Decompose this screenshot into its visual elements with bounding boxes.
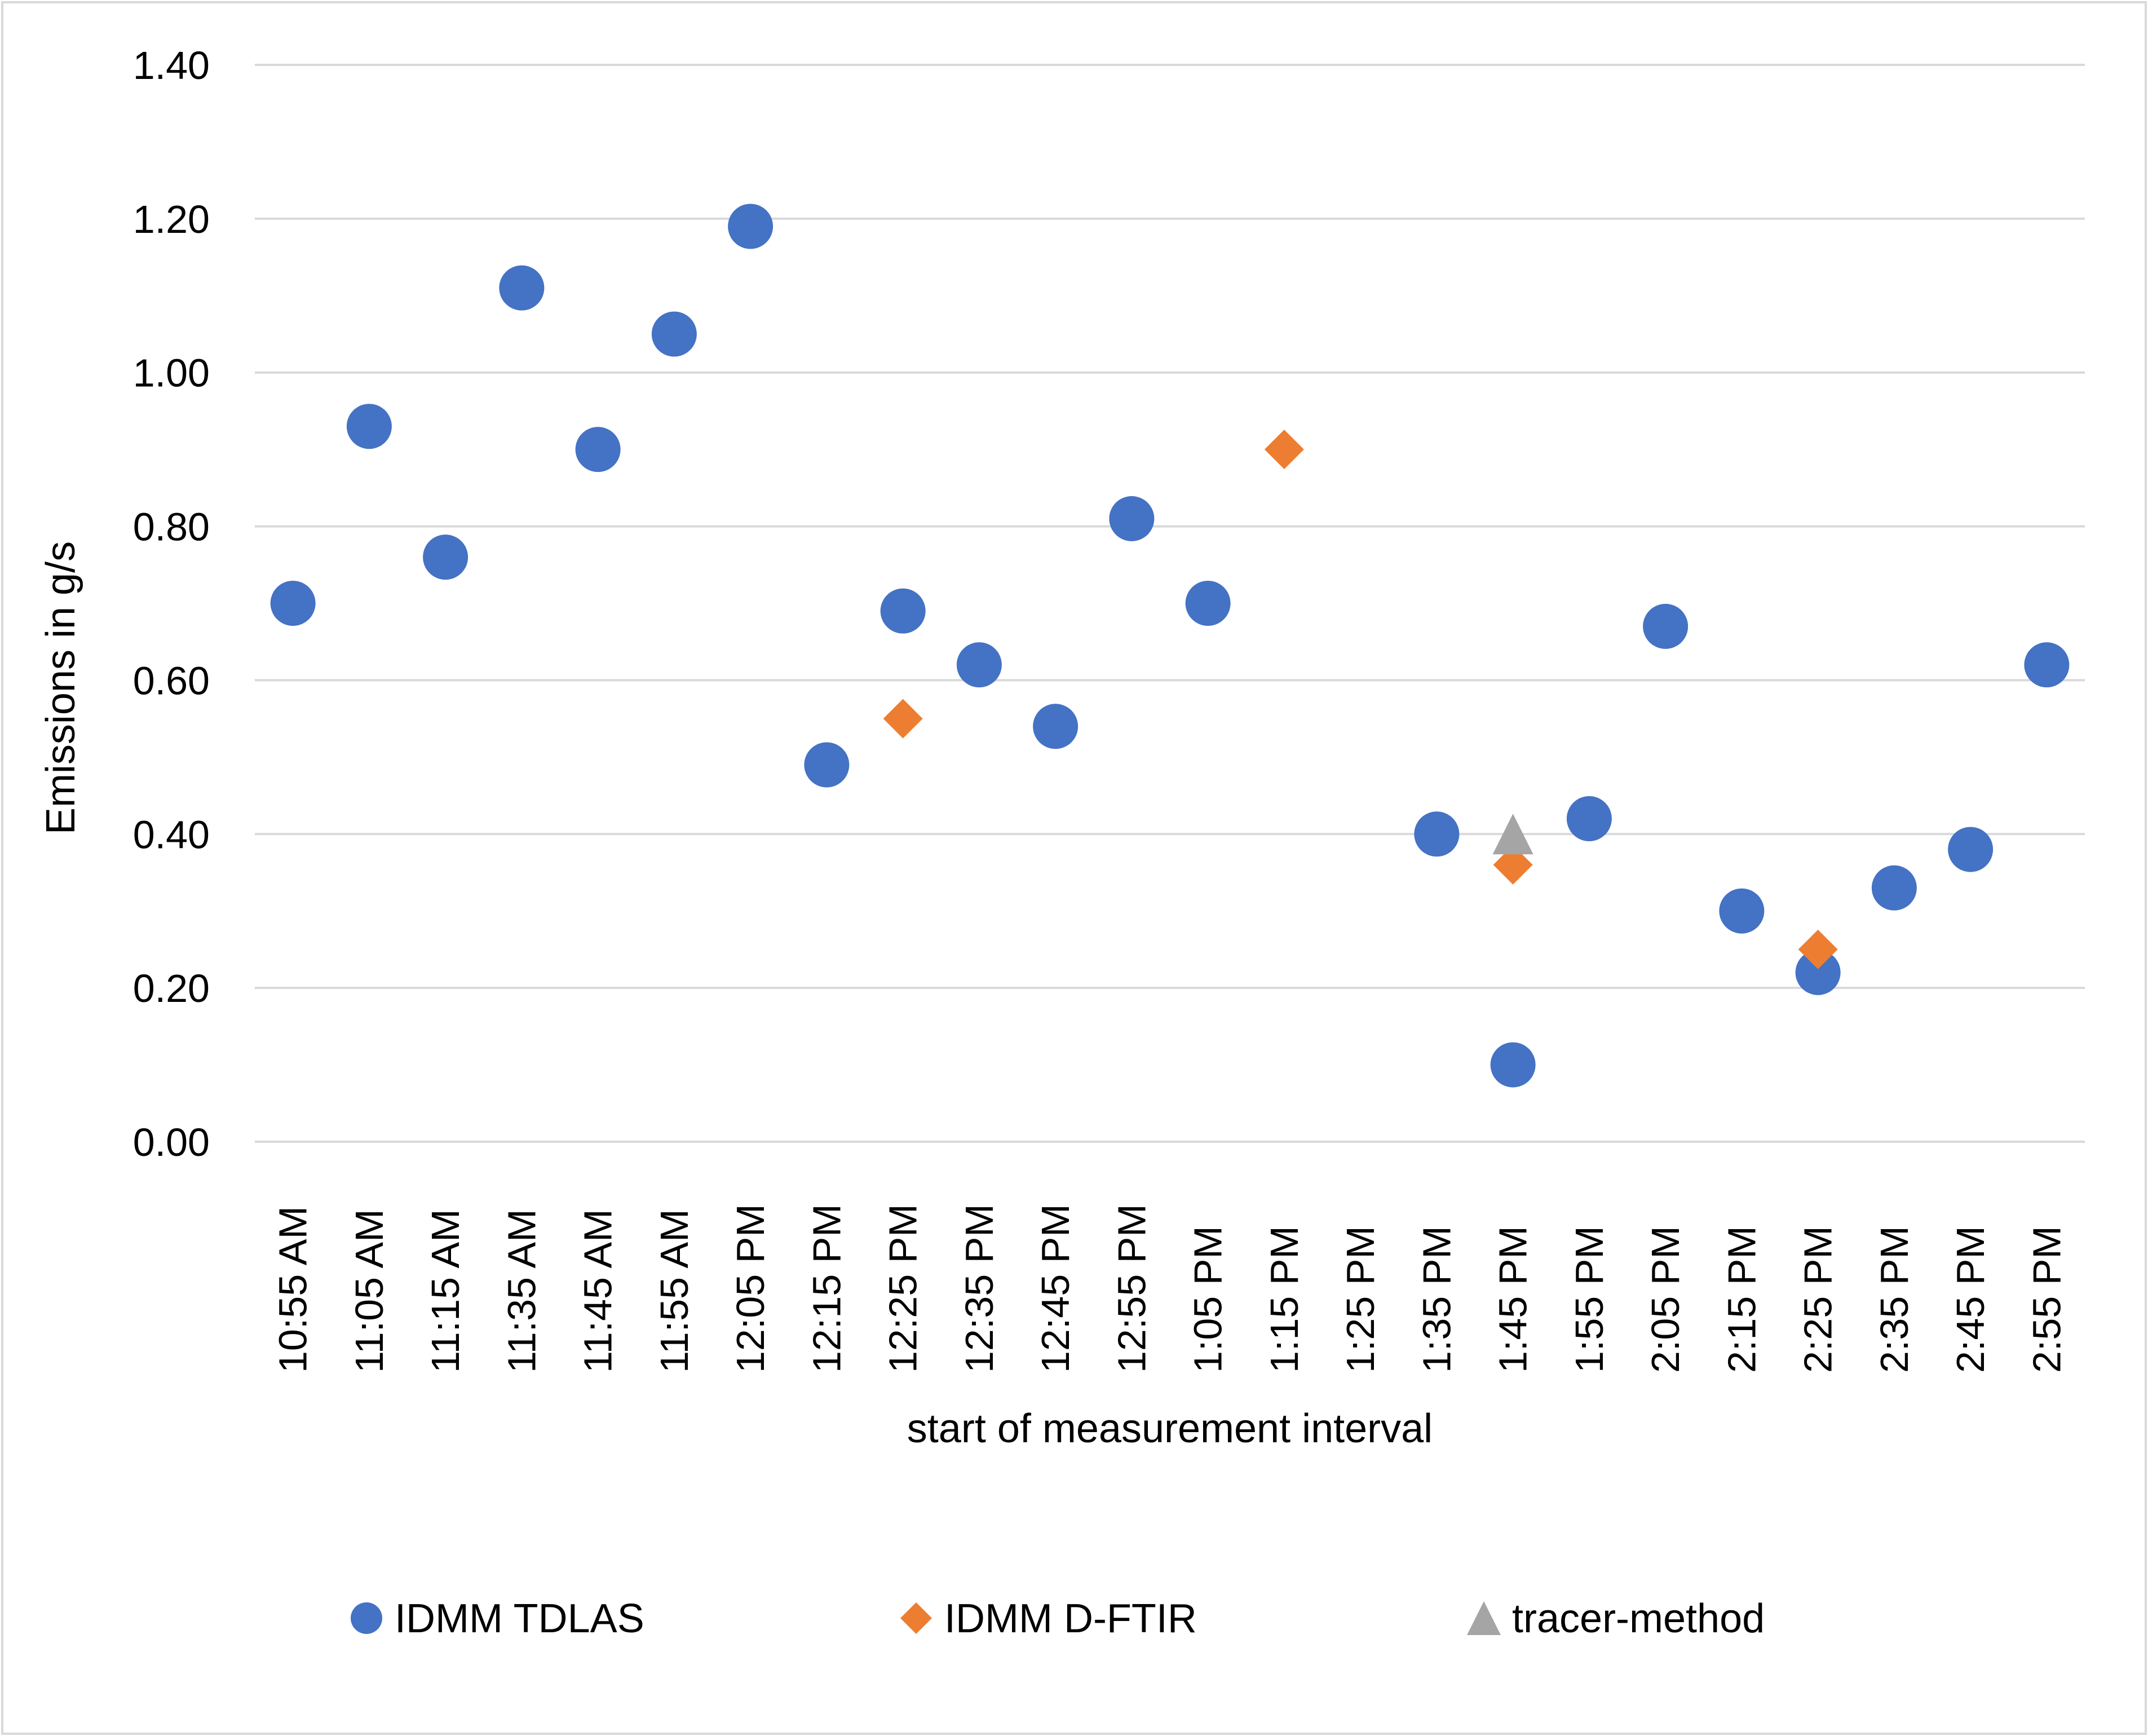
point-idmm-tdlas bbox=[270, 581, 316, 626]
point-idmm-tdlas bbox=[804, 742, 850, 788]
gridlines bbox=[255, 64, 2085, 1143]
x-axis-ticks: 10:55 AM 11:05 AM 11:15 AM 11:35 AM 11:45 AM… bbox=[271, 1204, 2069, 1373]
y-tick-label: 0.60 bbox=[133, 659, 210, 703]
point-idmm-tdlas bbox=[651, 311, 697, 357]
x-tick-label: 1:35 PM bbox=[1415, 1226, 1458, 1373]
point-idmm-tdlas bbox=[1185, 581, 1231, 626]
point-idmm-tdlas bbox=[1414, 811, 1460, 857]
x-tick-label: 12:05 PM bbox=[728, 1204, 772, 1373]
point-idmm-tdlas bbox=[2024, 642, 2070, 688]
point-tracer-method bbox=[1492, 814, 1533, 855]
point-idmm-d-ftir bbox=[1493, 845, 1533, 885]
x-axis-title: start of measurement interval bbox=[907, 1406, 1433, 1451]
point-idmm-tdlas bbox=[1643, 603, 1689, 649]
point-idmm-tdlas bbox=[1871, 865, 1917, 911]
x-tick-label: 11:35 AM bbox=[500, 1209, 543, 1373]
point-idmm-d-ftir bbox=[1264, 430, 1304, 470]
x-tick-label: 10:55 AM bbox=[271, 1206, 315, 1373]
x-tick-label: 1:55 PM bbox=[1567, 1226, 1611, 1373]
x-tick-label: 12:45 PM bbox=[1033, 1204, 1077, 1373]
x-tick-label: 2:15 PM bbox=[1720, 1226, 1764, 1373]
x-tick-label: 2:35 PM bbox=[1872, 1226, 1916, 1373]
x-tick-label: 1:05 PM bbox=[1186, 1226, 1230, 1373]
x-tick-label: 11:45 AM bbox=[576, 1209, 620, 1373]
point-idmm-d-ftir bbox=[1798, 929, 1838, 969]
legend-label-tracer-method: tracer-method bbox=[1512, 1596, 1765, 1641]
legend-marker-idmm-tdlas bbox=[351, 1602, 382, 1634]
point-idmm-tdlas bbox=[346, 404, 392, 449]
legend: IDMM TDLAS IDMM D-FTIR tracer-method bbox=[351, 1596, 1765, 1641]
point-idmm-tdlas bbox=[423, 535, 469, 580]
point-idmm-tdlas bbox=[956, 642, 1002, 688]
x-tick-label: 12:15 PM bbox=[805, 1204, 848, 1373]
point-idmm-tdlas bbox=[499, 265, 545, 311]
x-tick-label: 12:35 PM bbox=[957, 1204, 1001, 1373]
y-tick-label: 1.40 bbox=[133, 43, 210, 87]
x-tick-label: 1:25 PM bbox=[1338, 1226, 1382, 1373]
point-idmm-tdlas bbox=[1719, 888, 1765, 934]
point-idmm-tdlas bbox=[1490, 1042, 1536, 1088]
point-idmm-tdlas bbox=[575, 427, 621, 472]
x-tick-label: 12:25 PM bbox=[881, 1204, 925, 1373]
x-tick-label: 2:05 PM bbox=[1643, 1226, 1687, 1373]
x-tick-label: 11:15 AM bbox=[423, 1209, 467, 1373]
legend-label-idmm-tdlas: IDMM TDLAS bbox=[395, 1596, 644, 1641]
x-tick-label: 12:55 PM bbox=[1110, 1204, 1153, 1373]
x-tick-label: 11:05 AM bbox=[347, 1209, 391, 1373]
point-idmm-tdlas bbox=[1033, 704, 1079, 749]
legend-label-idmm-d-ftir: IDMM D-FTIR bbox=[944, 1596, 1197, 1641]
point-idmm-tdlas bbox=[1948, 827, 1994, 872]
legend-marker-idmm-d-ftir bbox=[900, 1602, 932, 1634]
y-tick-label: 0.80 bbox=[133, 505, 210, 549]
y-tick-label: 0.00 bbox=[133, 1120, 210, 1164]
y-tick-label: 1.20 bbox=[133, 197, 210, 241]
point-idmm-tdlas bbox=[1109, 496, 1155, 541]
point-idmm-tdlas bbox=[1795, 949, 1841, 995]
y-axis-ticks: 0.00 0.20 0.40 0.60 0.80 1.00 1.20 1.40 bbox=[133, 43, 210, 1164]
x-tick-label: 1:45 PM bbox=[1491, 1226, 1535, 1373]
x-tick-label: 1:15 PM bbox=[1262, 1226, 1306, 1373]
point-idmm-tdlas bbox=[728, 204, 774, 249]
data-points bbox=[270, 204, 2070, 1088]
point-idmm-d-ftir bbox=[883, 699, 923, 739]
legend-marker-tracer-method bbox=[1467, 1601, 1501, 1635]
x-tick-label: 2:45 PM bbox=[1948, 1226, 1992, 1373]
y-tick-label: 0.40 bbox=[133, 812, 210, 856]
y-axis-title: Emissions in g/s bbox=[38, 541, 83, 834]
point-idmm-tdlas bbox=[1566, 796, 1612, 841]
x-tick-label: 11:55 AM bbox=[652, 1209, 696, 1373]
x-tick-label: 2:55 PM bbox=[2025, 1226, 2069, 1373]
x-tick-label: 2:25 PM bbox=[1796, 1226, 1840, 1373]
y-tick-label: 0.20 bbox=[133, 966, 210, 1010]
y-tick-label: 1.00 bbox=[133, 351, 210, 395]
point-idmm-tdlas bbox=[880, 588, 926, 634]
